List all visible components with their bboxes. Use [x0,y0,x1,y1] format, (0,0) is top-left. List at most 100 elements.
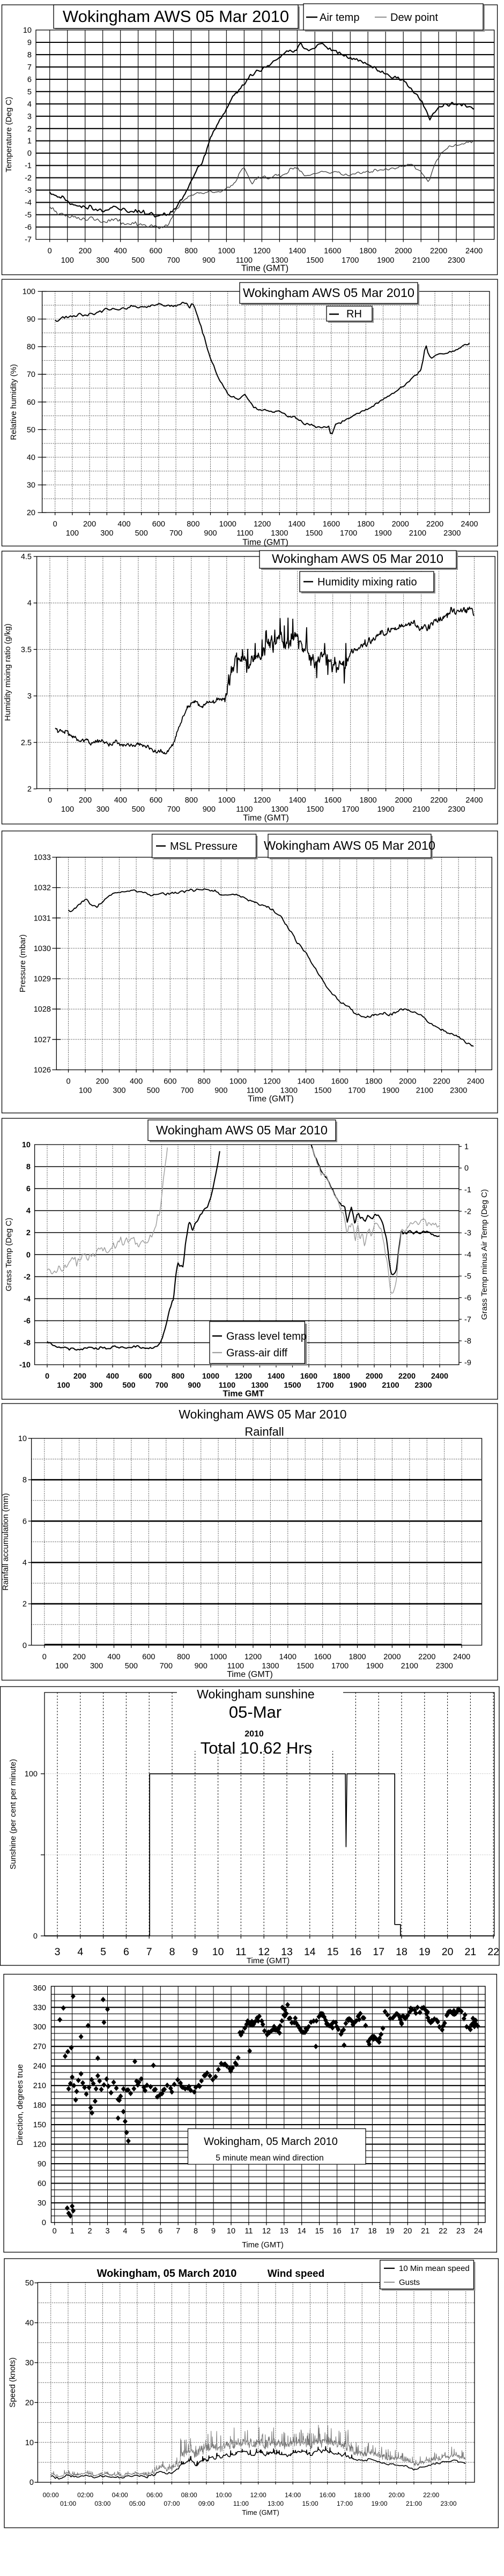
svg-text:1600: 1600 [324,247,341,256]
svg-text:10 Min mean speed: 10 Min mean speed [399,2264,470,2273]
svg-text:1026: 1026 [34,1066,51,1075]
svg-text:70: 70 [27,370,35,379]
svg-text:300: 300 [97,805,109,814]
svg-text:300: 300 [100,529,113,538]
svg-text:2: 2 [27,125,32,133]
svg-text:300: 300 [96,256,109,265]
svg-text:Dew point: Dew point [390,12,438,24]
svg-text:1800: 1800 [333,1372,350,1381]
svg-text:4: 4 [23,1559,27,1568]
svg-text:-10: -10 [19,1361,31,1370]
svg-text:3: 3 [27,113,32,121]
svg-text:13: 13 [280,2227,288,2236]
svg-text:-2: -2 [24,1273,31,1281]
svg-text:1700: 1700 [348,1087,365,1095]
svg-text:400: 400 [117,520,130,529]
svg-text:2100: 2100 [382,1382,399,1390]
svg-text:Wokingham, 05 March 2010: Wokingham, 05 March 2010 [204,2136,338,2148]
svg-text:2100: 2100 [401,1662,418,1671]
svg-text:6: 6 [26,1185,31,1193]
svg-text:800: 800 [177,1653,190,1661]
svg-text:8: 8 [26,1163,31,1171]
svg-text:500: 500 [135,529,148,538]
svg-text:-1: -1 [25,162,32,170]
svg-text:2000: 2000 [395,247,412,256]
svg-text:1000: 1000 [219,520,236,529]
svg-text:50: 50 [27,426,35,434]
svg-text:1400: 1400 [279,1653,297,1661]
svg-text:2300: 2300 [448,256,465,265]
svg-text:21: 21 [465,1946,477,1958]
svg-text:1400: 1400 [268,1372,285,1381]
svg-text:2000: 2000 [399,1078,416,1086]
svg-text:900: 900 [203,805,216,814]
svg-text:1000: 1000 [210,1653,227,1661]
svg-text:04:00: 04:00 [112,2491,128,2499]
svg-text:Rainfall accumulation (mm): Rainfall accumulation (mm) [1,1493,10,1591]
svg-text:Pressure (mbar): Pressure (mbar) [18,934,27,992]
svg-text:0: 0 [27,150,32,158]
svg-text:Rainfall: Rainfall [244,1425,284,1438]
svg-text:1800: 1800 [359,247,376,256]
svg-text:17: 17 [373,1946,384,1958]
svg-text:14:00: 14:00 [285,2491,301,2499]
svg-text:400: 400 [114,796,127,805]
svg-text:0: 0 [42,2219,46,2228]
svg-text:200: 200 [73,1372,86,1381]
svg-text:800: 800 [172,1372,184,1381]
svg-text:22:00: 22:00 [423,2491,439,2499]
svg-text:Direction, degrees true: Direction, degrees true [16,2064,25,2146]
svg-text:3: 3 [105,2227,109,2236]
svg-text:16: 16 [350,1946,362,1958]
svg-text:Grass Temp (Deg C): Grass Temp (Deg C) [4,1218,13,1291]
svg-text:Time (GMT): Time (GMT) [247,1956,290,1965]
svg-text:Wokingham AWS 05 Mar 2010: Wokingham AWS 05 Mar 2010 [156,1123,328,1137]
svg-text:03:00: 03:00 [94,2500,110,2507]
svg-text:2400: 2400 [465,796,483,805]
svg-text:1300: 1300 [271,805,288,814]
svg-text:900: 900 [204,529,217,538]
svg-text:20: 20 [403,2227,412,2236]
svg-text:1100: 1100 [227,1662,244,1671]
svg-text:1900: 1900 [377,805,394,814]
svg-text:2: 2 [88,2227,92,2236]
svg-text:1500: 1500 [306,529,323,538]
svg-text:2: 2 [27,785,32,794]
svg-text:20: 20 [25,2399,34,2407]
svg-text:5: 5 [140,2227,145,2236]
svg-text:Time (GMT): Time (GMT) [248,1095,294,1104]
svg-text:50: 50 [25,2279,34,2288]
svg-text:2: 2 [26,1229,31,1237]
svg-text:Relative humidity (%): Relative humidity (%) [9,364,18,440]
svg-text:2100: 2100 [412,805,429,814]
svg-text:360: 360 [33,1984,46,1993]
svg-text:1800: 1800 [365,1078,382,1086]
svg-text:Air temp: Air temp [320,12,359,24]
svg-text:700: 700 [169,529,182,538]
svg-text:1600: 1600 [323,520,340,529]
svg-text:2000: 2000 [392,520,409,529]
svg-text:19: 19 [419,1946,431,1958]
svg-text:18: 18 [396,1946,407,1958]
svg-text:Wokingham AWS 05 Mar 2010: Wokingham AWS 05 Mar 2010 [243,286,414,300]
svg-text:1000: 1000 [218,796,235,805]
svg-text:60: 60 [38,2180,46,2188]
svg-text:1700: 1700 [316,1382,333,1390]
svg-text:05:00: 05:00 [129,2500,145,2507]
svg-text:-8: -8 [464,1337,471,1346]
svg-text:2100: 2100 [416,1087,433,1095]
svg-text:0: 0 [23,1642,27,1650]
svg-text:1200: 1200 [263,1078,280,1086]
svg-text:30: 30 [27,481,35,490]
svg-text:200: 200 [83,520,96,529]
svg-text:-7: -7 [464,1316,471,1324]
svg-text:300: 300 [90,1382,102,1390]
svg-text:11:00: 11:00 [233,2500,249,2507]
svg-text:1700: 1700 [331,1662,349,1671]
svg-text:3: 3 [27,692,32,701]
svg-text:13:00: 13:00 [268,2500,284,2507]
svg-text:1300: 1300 [271,256,288,265]
svg-text:0: 0 [53,520,57,529]
svg-text:1033: 1033 [34,853,51,862]
svg-text:1029: 1029 [34,975,51,984]
